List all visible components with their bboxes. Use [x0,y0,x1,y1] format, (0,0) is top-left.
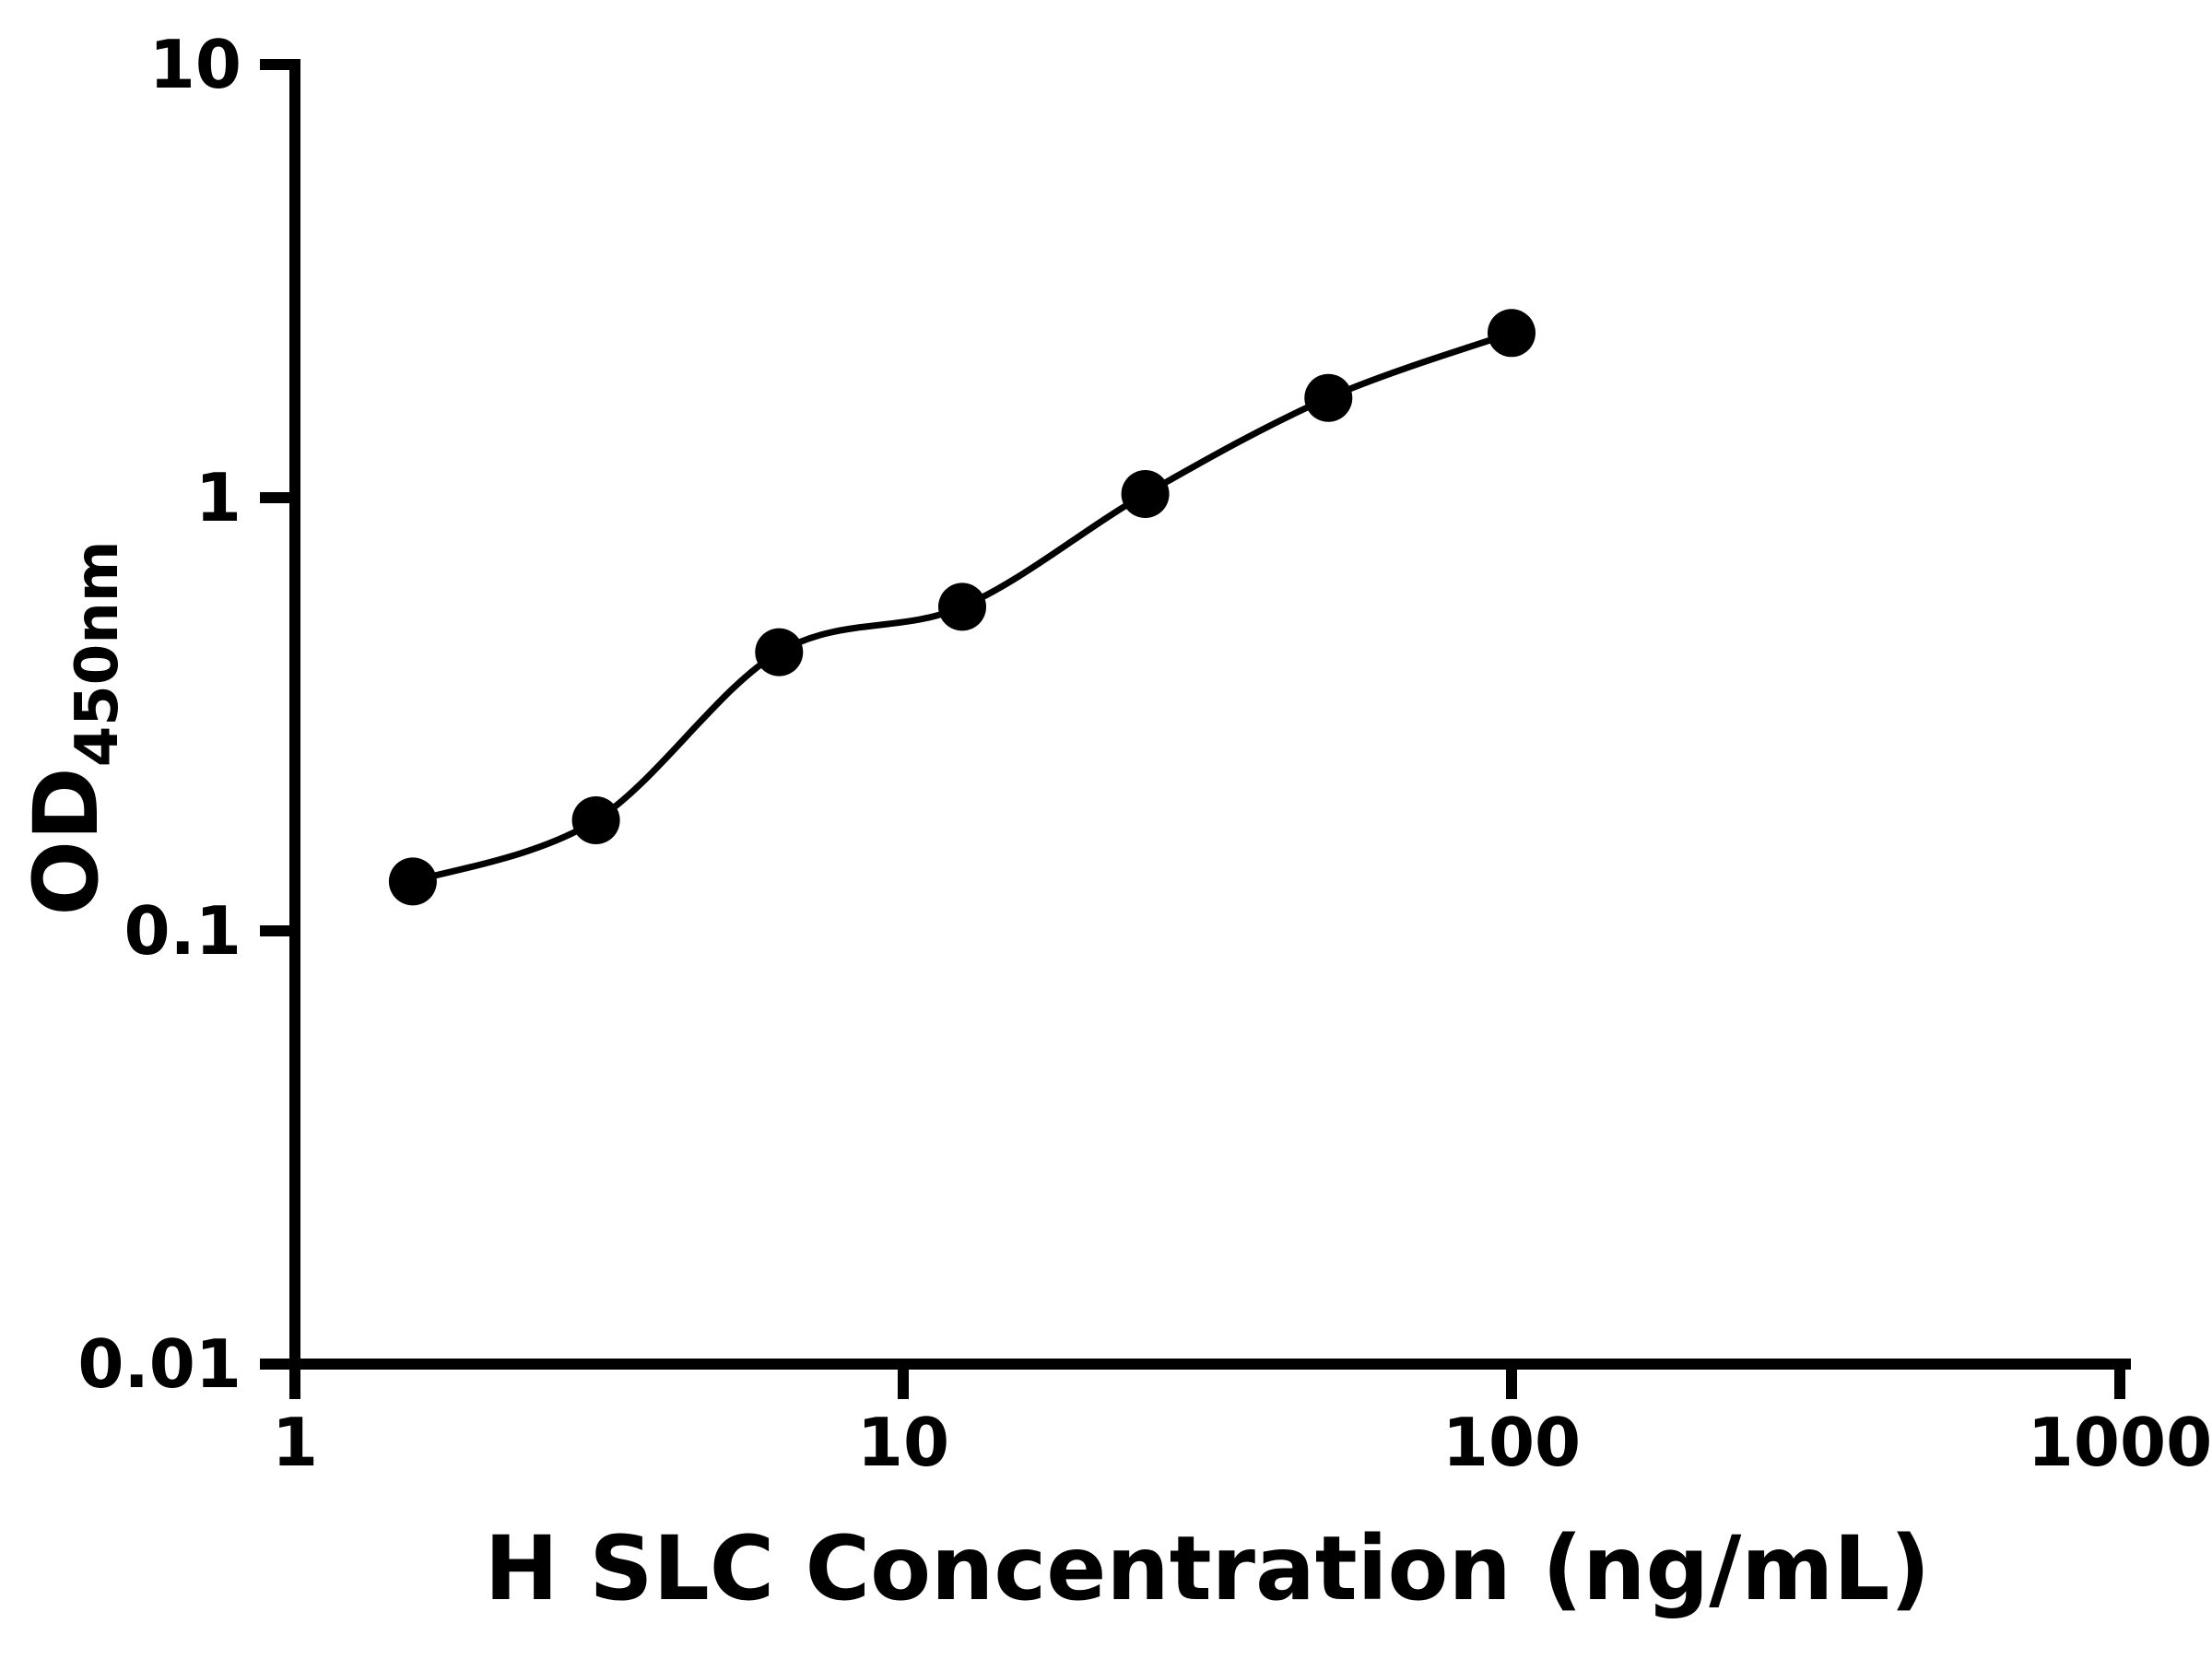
data-point [571,796,620,844]
x-axis-title: H SLC Concentration (ng/mL) [485,1517,1931,1620]
x-tick-label: 1 [272,1404,318,1481]
y-tick-label: 0.01 [77,1325,241,1403]
data-point [388,857,437,906]
y-axis-title: OD450nm [15,540,132,915]
x-tick-label: 1000 [2028,1404,2212,1481]
y-axis-title-sub: 450nm [64,540,132,767]
data-point [1488,309,1535,358]
x-tick-label: 10 [857,1404,949,1481]
x-tick-label: 100 [1442,1404,1581,1481]
ticks-layer: 1 10 100 1000 0.01 0.1 1 10 [77,26,2212,1481]
data-point [1121,470,1170,518]
y-tick-label: 0.1 [124,892,241,970]
y-axis-title-main: OD [15,767,118,915]
y-tick-label: 1 [195,459,241,536]
axes [289,59,2131,1370]
data-point [938,582,986,631]
y-tick-label: 10 [149,26,241,103]
data-point [755,628,804,677]
data-point [1304,373,1353,422]
plot-layer [388,309,1535,906]
